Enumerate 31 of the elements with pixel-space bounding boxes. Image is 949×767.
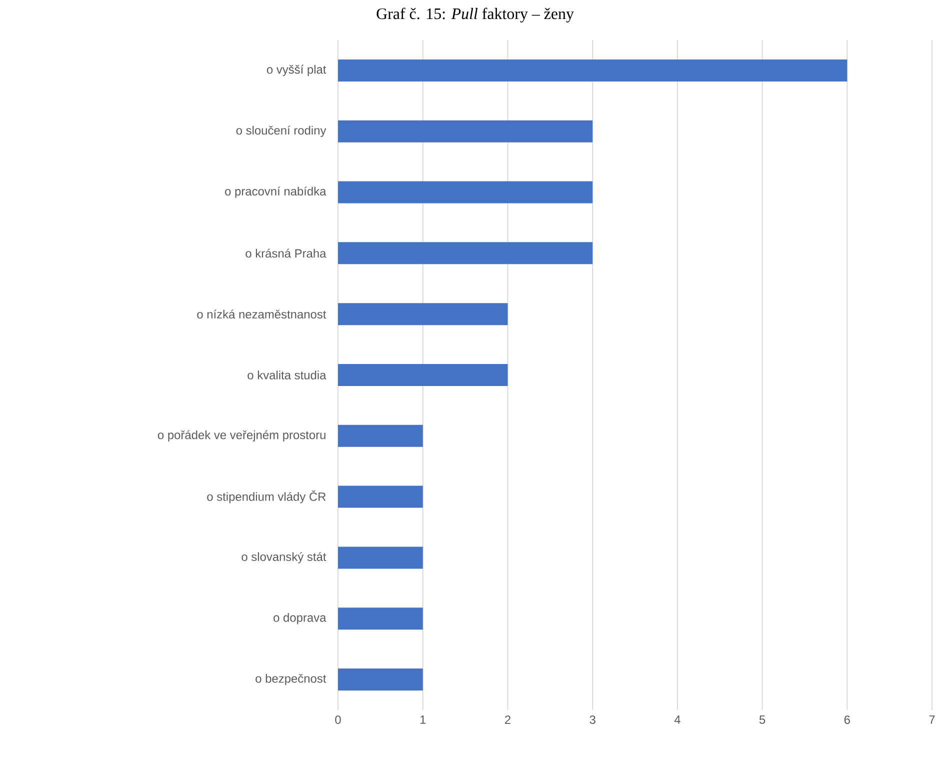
- y-tick-label: o sloučení rodiny: [236, 126, 326, 137]
- x-tick-label: 5: [759, 716, 766, 724]
- y-tick-label: o kvalita studia: [248, 370, 326, 380]
- bar: [338, 546, 423, 569]
- bar: [338, 59, 848, 82]
- x-tick-label: 0: [335, 716, 341, 724]
- bar: [338, 120, 593, 142]
- y-tick-label: o krásná Praha: [246, 248, 326, 258]
- chart-title: Graf č. 15: Pull faktory – ženy: [376, 8, 574, 22]
- y-tick-label: o slovanský stát: [242, 552, 326, 564]
- x-tick-label: 1: [420, 716, 426, 724]
- y-tick-label: o doprava: [274, 613, 326, 624]
- bar: [338, 364, 508, 386]
- bar: [338, 424, 423, 447]
- x-tick-label: 4: [674, 716, 680, 724]
- y-tick-label: o nízká nezaměstnanost: [197, 310, 326, 319]
- y-tick-label: o stipendium vlády ČR: [207, 490, 326, 504]
- y-tick-label: o bezpečnost: [256, 674, 326, 686]
- bar: [338, 608, 423, 630]
- y-tick-label: o pracovní nabídka: [225, 186, 326, 198]
- y-tick-label: o pořádek ve veřejném prostoru: [158, 430, 326, 442]
- bar: [338, 181, 593, 204]
- bar: [338, 303, 508, 326]
- bar: [338, 242, 593, 264]
- y-tick-label: o vyšší plat: [266, 64, 326, 76]
- x-tick-label: 2: [504, 716, 510, 724]
- bar: [338, 668, 423, 691]
- x-tick-label: 6: [844, 716, 850, 724]
- x-tick-label: 3: [590, 716, 596, 724]
- x-tick-label: 7: [929, 716, 935, 724]
- bar: [338, 486, 423, 508]
